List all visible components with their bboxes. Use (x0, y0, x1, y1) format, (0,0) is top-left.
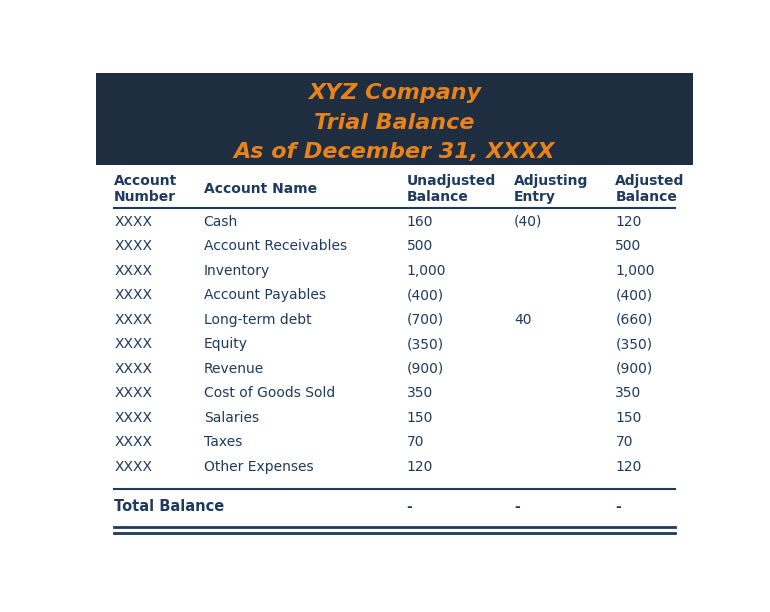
Text: 70: 70 (615, 435, 633, 449)
Text: Account
Number: Account Number (114, 174, 177, 204)
Text: Salaries: Salaries (203, 411, 259, 425)
Text: (400): (400) (615, 288, 652, 302)
Text: 500: 500 (407, 239, 433, 253)
Text: Adjusting
Entry: Adjusting Entry (514, 174, 588, 204)
Text: Account Receivables: Account Receivables (203, 239, 346, 253)
Text: Adjusted
Balance: Adjusted Balance (615, 174, 685, 204)
Text: XYZ Company: XYZ Company (308, 83, 481, 103)
Text: (660): (660) (615, 313, 653, 327)
Text: (350): (350) (615, 337, 652, 351)
Text: XXXX: XXXX (114, 460, 152, 474)
Text: XXXX: XXXX (114, 239, 152, 253)
Text: 120: 120 (407, 460, 433, 474)
Text: Unadjusted
Balance: Unadjusted Balance (407, 174, 496, 204)
Text: -: - (615, 500, 621, 514)
Text: Cash: Cash (203, 215, 238, 229)
Text: Account Name: Account Name (203, 182, 316, 196)
Text: Account Payables: Account Payables (203, 288, 326, 302)
Text: (900): (900) (615, 362, 653, 376)
Text: -: - (514, 500, 520, 514)
Text: Revenue: Revenue (203, 362, 264, 376)
Text: 350: 350 (615, 386, 641, 400)
Text: Trial Balance: Trial Balance (314, 113, 475, 133)
Text: 350: 350 (407, 386, 433, 400)
Text: Cost of Goods Sold: Cost of Goods Sold (203, 386, 335, 400)
Text: (400): (400) (407, 288, 444, 302)
Text: 1,000: 1,000 (615, 264, 655, 278)
Text: XXXX: XXXX (114, 435, 152, 449)
Text: XXXX: XXXX (114, 362, 152, 376)
Text: XXXX: XXXX (114, 386, 152, 400)
Text: 70: 70 (407, 435, 424, 449)
Text: 1,000: 1,000 (407, 264, 446, 278)
FancyBboxPatch shape (96, 73, 693, 165)
Text: Taxes: Taxes (203, 435, 242, 449)
Text: Inventory: Inventory (203, 264, 270, 278)
Text: Equity: Equity (203, 337, 248, 351)
Text: 150: 150 (615, 411, 642, 425)
Text: (900): (900) (407, 362, 444, 376)
Text: 150: 150 (407, 411, 433, 425)
Text: XXXX: XXXX (114, 215, 152, 229)
Text: XXXX: XXXX (114, 337, 152, 351)
Text: XXXX: XXXX (114, 288, 152, 302)
Text: 120: 120 (615, 460, 642, 474)
Text: XXXX: XXXX (114, 411, 152, 425)
Text: 40: 40 (514, 313, 531, 327)
Text: 160: 160 (407, 215, 433, 229)
Text: XXXX: XXXX (114, 264, 152, 278)
Text: (40): (40) (514, 215, 542, 229)
Text: XXXX: XXXX (114, 313, 152, 327)
Text: 120: 120 (615, 215, 642, 229)
Text: Other Expenses: Other Expenses (203, 460, 313, 474)
Text: 500: 500 (615, 239, 641, 253)
Text: As of December 31, XXXX: As of December 31, XXXX (234, 142, 555, 162)
Text: (700): (700) (407, 313, 444, 327)
Text: Long-term debt: Long-term debt (203, 313, 311, 327)
Text: Total Balance: Total Balance (114, 499, 224, 515)
Text: (350): (350) (407, 337, 444, 351)
Text: -: - (407, 500, 412, 514)
